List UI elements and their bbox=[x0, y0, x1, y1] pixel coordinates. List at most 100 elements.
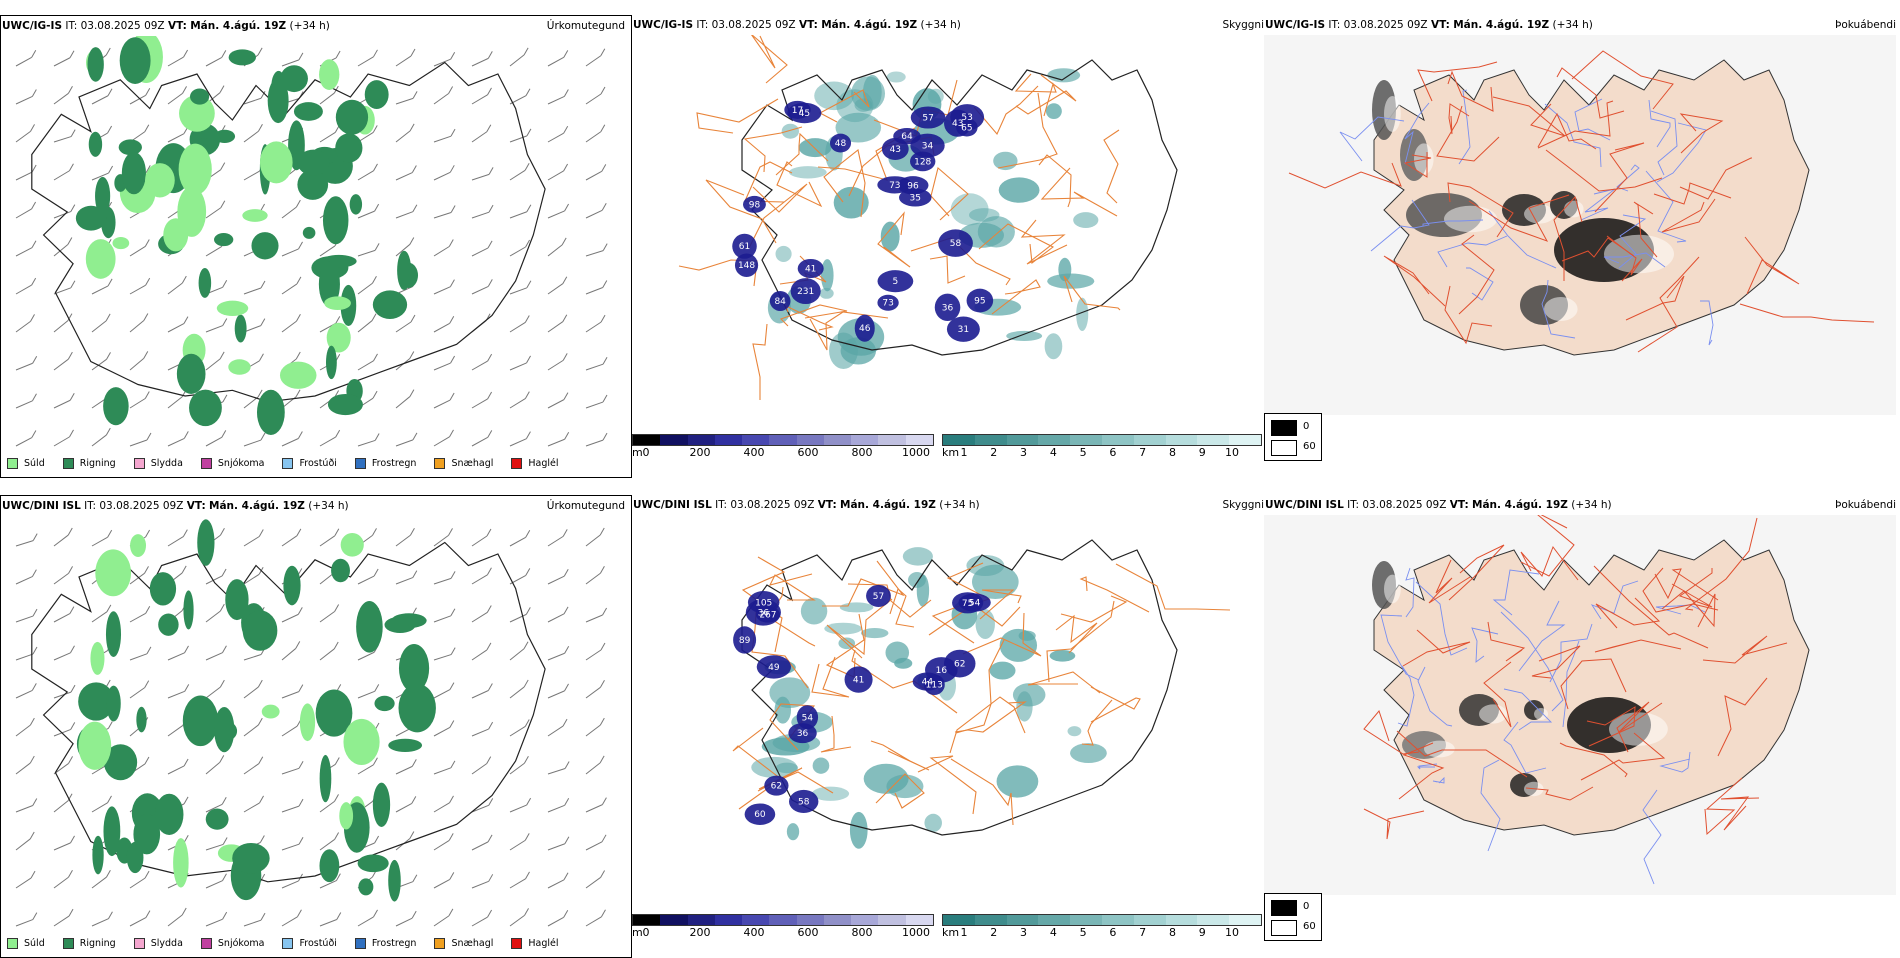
panel-header: UWC/IG-IS IT: 03.08.2025 09Z VT: Mán. 4.… bbox=[2, 20, 330, 32]
panel-title: Þokuábendi bbox=[1835, 19, 1896, 31]
ceiling-areas bbox=[733, 584, 991, 826]
legend-item-7: Haglél bbox=[511, 938, 559, 949]
ceiling-label: 43 bbox=[890, 145, 901, 155]
ceiling-label: 54 bbox=[802, 713, 814, 723]
legend-item-6: Snæhagl bbox=[434, 458, 493, 469]
ceiling-label: 57 bbox=[922, 114, 933, 124]
legend-item-1: Rigning bbox=[62, 938, 116, 949]
precip-legend: Súld Rigning Slydda Snjókoma Frostúði Frostre… bbox=[7, 458, 559, 469]
panel-title: Skyggni bbox=[1222, 19, 1265, 31]
ceiling-tick: 600 bbox=[797, 446, 819, 459]
fog-panel-bottom: UWC/DINI ISL IT: 03.08.2025 09Z VT: Mán.… bbox=[1264, 495, 1896, 958]
ceiling-label: 267 bbox=[759, 610, 776, 620]
ceiling-label: 48 bbox=[835, 139, 847, 149]
visibility-tick: 3 bbox=[1020, 446, 1028, 459]
visibility-areas bbox=[767, 68, 1099, 370]
ceiling-label: 75 bbox=[962, 599, 973, 609]
ceiling-tick: 400 bbox=[743, 446, 765, 459]
visibility-tick: 7 bbox=[1139, 926, 1147, 939]
legend-label: Rigning bbox=[79, 458, 116, 469]
ceiling-label: 54 bbox=[969, 599, 981, 609]
ceiling-label: 53 bbox=[961, 113, 972, 123]
ceiling-label: 73 bbox=[882, 299, 893, 309]
iceland-outline bbox=[31, 61, 546, 403]
ceiling-label: 34 bbox=[922, 142, 934, 152]
legend-swatch bbox=[133, 938, 145, 949]
ceiling-label: 113 bbox=[926, 681, 943, 691]
visibility-tick: 9 bbox=[1198, 926, 1206, 939]
fog-swatch-60 bbox=[1271, 440, 1297, 456]
legend-item-0: Súld bbox=[7, 938, 45, 949]
visibility-tick: 5 bbox=[1079, 926, 1087, 939]
legend-item-4: Frostúði bbox=[282, 938, 337, 949]
ceiling-label: 49 bbox=[768, 663, 780, 673]
ceiling-label: 98 bbox=[749, 200, 761, 210]
ceiling-label: 58 bbox=[950, 239, 962, 249]
ceiling-label: 62 bbox=[771, 782, 782, 792]
ceiling-label: 35 bbox=[910, 194, 921, 204]
ceiling-label: 148 bbox=[738, 261, 755, 271]
ceiling-label: 44 bbox=[922, 678, 934, 688]
visibility-tick: 5 bbox=[1079, 446, 1087, 459]
legend-label: Rigning bbox=[79, 938, 116, 949]
visibility-tick: 1 bbox=[960, 446, 968, 459]
ceiling-label: 95 bbox=[974, 297, 985, 307]
fog-blobs bbox=[1372, 561, 1668, 797]
legend-swatch bbox=[434, 938, 446, 949]
ceiling-label: 58 bbox=[798, 797, 810, 807]
legend-swatch bbox=[511, 938, 523, 949]
legend-label: Snjókoma bbox=[217, 458, 265, 469]
legend-swatch bbox=[282, 938, 294, 949]
ceiling-tick: 800 bbox=[851, 446, 873, 459]
ceiling-label: 73 bbox=[889, 181, 900, 191]
rivers bbox=[1380, 567, 1706, 885]
ceiling-label: 5 bbox=[893, 277, 899, 287]
legend-swatch bbox=[7, 938, 18, 949]
legend-swatch bbox=[62, 938, 74, 949]
legend-item-6: Snæhagl bbox=[434, 938, 493, 949]
visibility-tick: 2 bbox=[990, 926, 998, 939]
ceiling-label: 43 bbox=[952, 119, 963, 129]
precip-panel-top: UWC/IG-IS IT: 03.08.2025 09Z VT: Mán. 4.… bbox=[0, 15, 632, 478]
legend-label: Frostúði bbox=[299, 458, 337, 469]
legend-label: Frostregn bbox=[371, 938, 417, 949]
visibility-colorbar: km 1 2 3 4 5 6 7 8 9 10 bbox=[942, 912, 1262, 952]
visibility-tick: 4 bbox=[1049, 926, 1057, 939]
rain-areas bbox=[75, 36, 419, 435]
road-network bbox=[1288, 50, 1875, 353]
ceiling-label: 231 bbox=[797, 287, 814, 297]
visibility-tick: 1 bbox=[960, 926, 968, 939]
ceiling-tick: 200 bbox=[689, 926, 711, 939]
fog-panel-top: UWC/IG-IS IT: 03.08.2025 09Z VT: Mán. 4.… bbox=[1264, 15, 1896, 478]
legend-swatch bbox=[511, 458, 523, 469]
precip-map bbox=[15, 519, 608, 927]
fog-map bbox=[1264, 35, 1896, 415]
visibility-tick: 2 bbox=[990, 446, 998, 459]
panel-header: UWC/IG-IS IT: 03.08.2025 09Z VT: Mán. 4.… bbox=[633, 19, 961, 31]
ceiling-label: 89 bbox=[739, 636, 751, 646]
ceiling-label: 36 bbox=[797, 729, 809, 739]
fog-legend: 0 60 bbox=[1264, 413, 1322, 461]
legend-swatch bbox=[354, 458, 366, 469]
precip-panel-bottom: UWC/DINI ISL IT: 03.08.2025 09Z VT: Mán.… bbox=[0, 495, 632, 958]
legend-swatch bbox=[434, 458, 446, 469]
legend-item-1: Rigning bbox=[62, 458, 116, 469]
ceiling-tick: 1000 bbox=[902, 926, 930, 939]
fog-swatch-60 bbox=[1271, 920, 1297, 936]
legend-item-4: Frostúði bbox=[282, 458, 337, 469]
visibility-tick: 8 bbox=[1168, 446, 1176, 459]
iceland-outline bbox=[31, 541, 546, 883]
ceiling-tick: 600 bbox=[797, 926, 819, 939]
visibility-colorbar: km 1 2 3 4 5 6 7 8 9 10 bbox=[942, 432, 1262, 472]
panel-header: UWC/DINI ISL IT: 03.08.2025 09Z VT: Mán.… bbox=[633, 499, 980, 511]
legend-label: Snjókoma bbox=[217, 938, 265, 949]
ceiling-areas bbox=[732, 100, 994, 342]
panel-title: Úrkomutegund bbox=[546, 20, 625, 32]
legend-label: Frostregn bbox=[371, 458, 417, 469]
panel-header: UWC/DINI ISL IT: 03.08.2025 09Z VT: Mán.… bbox=[2, 500, 349, 512]
visibility-tick: 10 bbox=[1225, 446, 1239, 459]
panel-header: UWC/IG-IS IT: 03.08.2025 09Z VT: Mán. 4.… bbox=[1265, 19, 1593, 31]
ceiling-tick: 400 bbox=[743, 926, 765, 939]
